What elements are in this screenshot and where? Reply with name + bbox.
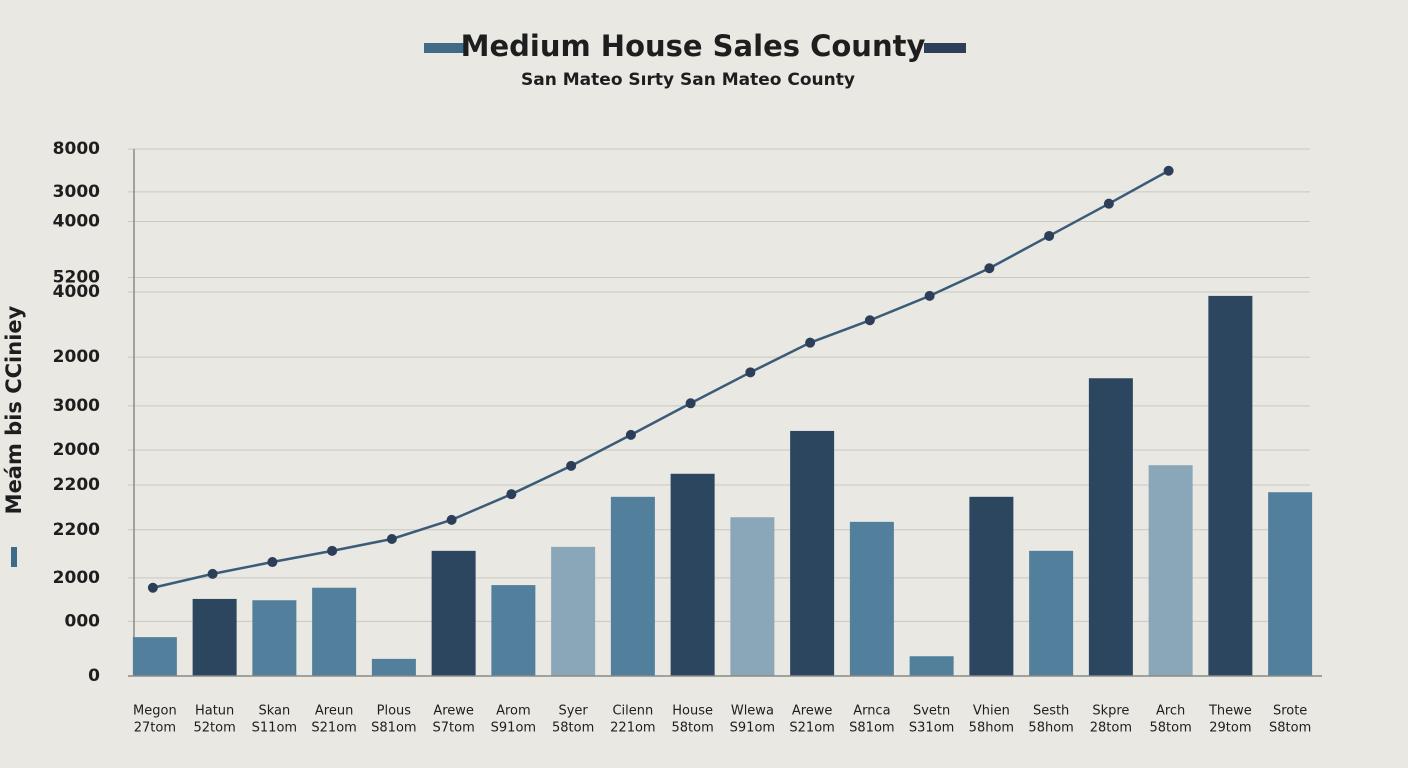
chart-subtitle: San Mateo Sırty San Mateo County xyxy=(521,70,855,90)
bar xyxy=(909,656,954,676)
bar xyxy=(431,550,476,676)
x-tick-label: Plous xyxy=(377,704,412,719)
y-tick-label: 8000 xyxy=(53,139,100,159)
trend-point xyxy=(685,398,696,409)
x-tick-label: Arch xyxy=(1156,704,1185,719)
trend-point xyxy=(1163,165,1174,176)
x-tick-label: 58tom xyxy=(671,721,713,736)
y-tick-label: 5200 xyxy=(53,267,100,287)
bar xyxy=(491,585,536,676)
bar xyxy=(730,517,775,676)
x-tick-label: 221om xyxy=(610,721,655,736)
x-tick-label: S7tom xyxy=(433,721,475,736)
y-tick-label: 0 xyxy=(88,666,100,686)
axis-swatch xyxy=(11,547,17,567)
x-tick-label: 29tom xyxy=(1209,721,1251,736)
x-tick-label: Vhien xyxy=(973,704,1010,719)
x-tick-label: S21om xyxy=(311,721,356,736)
x-tick-label: S91om xyxy=(730,721,775,736)
legend-swatch xyxy=(924,43,966,53)
trend-point xyxy=(805,337,816,348)
bar xyxy=(132,637,177,676)
x-tick-label: S91om xyxy=(491,721,536,736)
x-tick-label: 58tom xyxy=(1149,721,1191,736)
y-tick-label: 2200 xyxy=(53,520,100,540)
bar xyxy=(371,658,416,676)
x-tick-label: S31om xyxy=(909,721,954,736)
trend-point xyxy=(924,290,935,301)
y-tick-label: 4000 xyxy=(53,211,100,231)
x-tick-label: S11om xyxy=(252,721,297,736)
x-tick-label: Arewe xyxy=(433,704,474,719)
x-tick-label: S21om xyxy=(789,721,834,736)
chart-title: Medium House Sales County xyxy=(461,29,926,63)
trend-point xyxy=(1103,198,1114,209)
x-tick-label: 28tom xyxy=(1090,721,1132,736)
x-tick-label: Svetn xyxy=(913,704,950,719)
y-tick-label: 4000 xyxy=(53,282,100,302)
bar xyxy=(849,521,894,676)
x-tick-label: 27tom xyxy=(134,721,176,736)
bar xyxy=(1029,550,1074,676)
bar xyxy=(969,496,1014,676)
y-tick-label: 000 xyxy=(65,611,101,631)
trend-point xyxy=(207,568,218,579)
trend-point xyxy=(745,367,756,378)
bar xyxy=(312,587,357,676)
x-tick-label: Arom xyxy=(496,704,531,719)
trend-point xyxy=(864,315,875,326)
trend-line xyxy=(152,169,1170,589)
x-tick-label: Arnca xyxy=(853,704,890,719)
x-tick-label: Srote xyxy=(1273,704,1307,719)
bar xyxy=(1148,465,1193,676)
bar xyxy=(192,598,237,676)
bar xyxy=(790,430,835,676)
x-tick-label: S81om xyxy=(849,721,894,736)
x-tick-label: Skpre xyxy=(1092,704,1129,719)
y-tick-label: 2200 xyxy=(53,475,100,495)
bar xyxy=(1208,295,1253,676)
x-tick-label: Arewe xyxy=(792,704,833,719)
x-tick-label: Hatun xyxy=(195,704,234,719)
trend-point xyxy=(506,489,517,500)
trend-point xyxy=(566,460,577,471)
x-tick-label: Megon xyxy=(133,704,177,719)
x-tick-label: Wlewa xyxy=(731,704,774,719)
x-tick-label: Syer xyxy=(558,704,588,719)
y-tick-label: 2000 xyxy=(53,440,100,460)
bar xyxy=(610,496,655,676)
x-tick-label: Cilenn xyxy=(612,704,653,719)
bar xyxy=(551,546,596,676)
y-axis-label: Meám bis CCiniey xyxy=(2,305,26,514)
trend-point xyxy=(267,557,278,568)
x-tick-label: Skan xyxy=(258,704,290,719)
bar xyxy=(252,600,297,676)
bar xyxy=(1268,492,1313,676)
trend-point xyxy=(1044,230,1055,241)
x-tick-label: 58tom xyxy=(552,721,594,736)
x-tick-label: Sesth xyxy=(1033,704,1069,719)
trend-point xyxy=(625,429,636,440)
trend-point xyxy=(984,263,995,274)
bar xyxy=(670,473,715,676)
trend-point xyxy=(327,545,338,556)
trend-point xyxy=(446,514,457,525)
x-tick-label: House xyxy=(672,704,713,719)
trend-point xyxy=(386,533,397,544)
trend-point xyxy=(147,582,158,593)
bar xyxy=(1088,378,1133,676)
x-tick-label: 58hom xyxy=(1028,721,1073,736)
x-tick-label: Areun xyxy=(315,704,353,719)
x-tick-label: S8tom xyxy=(1269,721,1311,736)
y-tick-label: 2000 xyxy=(53,347,100,367)
x-tick-label: 58hom xyxy=(969,721,1014,736)
y-tick-label: 2000 xyxy=(53,568,100,588)
y-tick-label: 3000 xyxy=(53,396,100,416)
legend-swatch xyxy=(424,43,466,53)
x-tick-label: S81om xyxy=(371,721,416,736)
x-tick-label: Thewe xyxy=(1208,704,1252,719)
y-tick-label: 3000 xyxy=(53,182,100,202)
x-tick-label: 52tom xyxy=(193,721,235,736)
